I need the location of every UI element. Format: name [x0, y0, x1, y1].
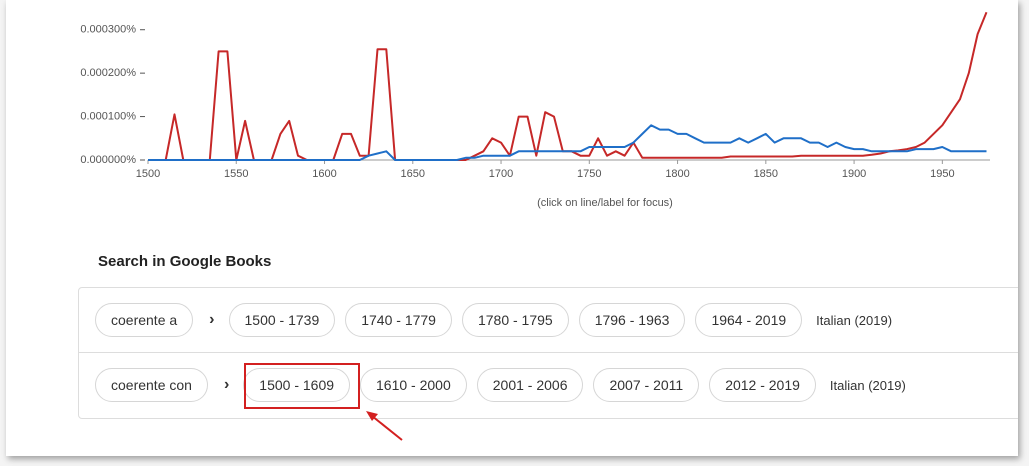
range-chip[interactable]: 1610 - 2000: [360, 368, 467, 402]
range-chip[interactable]: 2012 - 2019: [709, 368, 816, 402]
x-tick-label: 1500: [136, 168, 160, 180]
y-tick-label: 0.000100%: [80, 110, 136, 122]
chart: (click on line/label for focus) 0.000000…: [80, 11, 990, 209]
y-tick-label: 0.000000%: [80, 154, 136, 166]
query-chip[interactable]: coerente con: [95, 368, 208, 402]
x-tick-label: 1550: [224, 168, 248, 180]
x-tick-label: 1950: [930, 168, 954, 180]
corpus-label: Italian (2019): [829, 377, 906, 393]
chevron: ›: [209, 311, 215, 328]
range-chip[interactable]: 1740 - 1779: [345, 303, 452, 337]
search-box: coerente a › 1500 - 1739 1740 - 1779 1780 - …: [78, 287, 1018, 419]
query-chip[interactable]: coerente a: [95, 303, 194, 337]
range-chip[interactable]: 1796 - 1963: [578, 303, 686, 337]
range-chip[interactable]: 2001 - 2006: [476, 368, 584, 402]
x-tick-label: 1600: [312, 168, 336, 180]
highlight-box: [244, 363, 360, 409]
range-chip[interactable]: 1500 - 1609: [243, 368, 351, 402]
x-tick-label: 1900: [842, 168, 866, 180]
arrow: [371, 415, 403, 441]
chevron: ›: [223, 376, 230, 393]
screenshot: (click on line/label for focus) 0.000000…: [6, 0, 1018, 456]
corpus-label: Italian (2019): [816, 312, 893, 328]
x-tick-label: 1750: [577, 168, 601, 180]
range-chip[interactable]: 2007 - 2011: [593, 368, 700, 402]
range-chip[interactable]: 1500 - 1739: [228, 303, 336, 337]
y-tick-label: 0.000200%: [80, 67, 136, 79]
x-tick-label: 1800: [665, 168, 689, 180]
x-tick-label: 1650: [401, 168, 425, 180]
divider: [79, 352, 1018, 353]
chart-note: (click on line/label for focus): [537, 197, 673, 209]
range-chip[interactable]: 1780 - 1795: [461, 303, 569, 337]
y-tick-label: 0.000300%: [80, 24, 136, 36]
x-tick-label: 1850: [754, 168, 778, 180]
series-line: [148, 11, 988, 161]
series-line: [148, 124, 987, 161]
search-row: coerente con › 1500 - 1609 1610 - 2000 2001 …: [95, 353, 906, 417]
section-heading: Search in Google Books: [98, 253, 272, 270]
search-row: coerente a › 1500 - 1739 1740 - 1779 1780 - …: [95, 288, 892, 352]
x-tick-label: 1700: [489, 168, 513, 180]
range-chip[interactable]: 1964 - 2019: [695, 303, 803, 337]
